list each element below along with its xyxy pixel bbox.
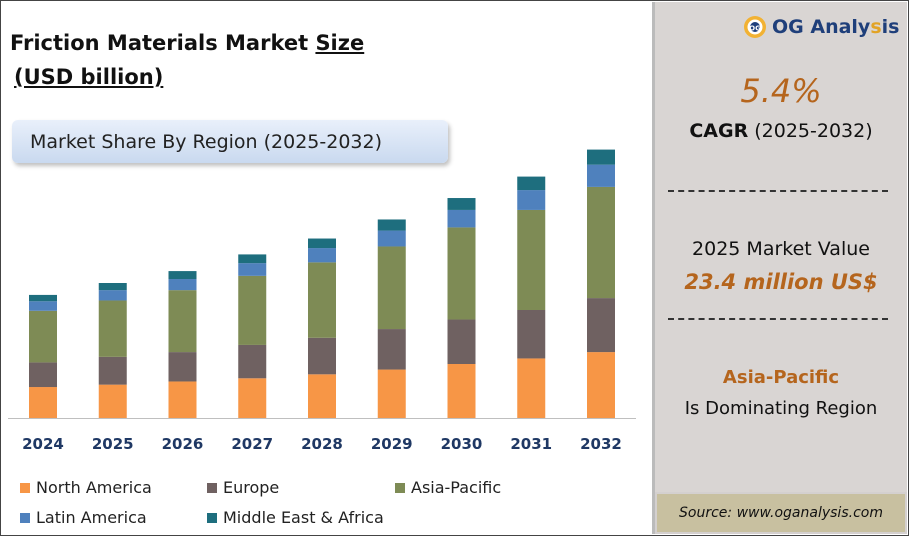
logo-text-prefix: OG Analy <box>772 16 871 38</box>
x-tick-label: 2028 <box>301 435 343 453</box>
dominating-region-label: Is Dominating Region <box>684 398 878 419</box>
chart-legend: North America Europe Asia-Pacific Latin Ame… <box>20 478 640 534</box>
bar-europe-2024 <box>29 362 57 388</box>
bar-asia-pacific-2028 <box>308 262 336 338</box>
logo-text: OG Analysis <box>772 16 899 38</box>
bar-latin-america-2028 <box>308 248 336 263</box>
bar-middle-east-africa-2032 <box>587 149 615 165</box>
legend-item-asia-pacific: Asia-Pacific <box>395 478 501 497</box>
og-analysis-logo: OG OG Analysis <box>742 14 899 40</box>
legend-label: North America <box>36 478 152 497</box>
chart-subtitle: Market Share By Region (2025-2032) <box>30 131 383 153</box>
bar-europe-2026 <box>168 352 197 382</box>
legend-item-latin-america: Latin America <box>20 508 147 527</box>
bar-europe-2032 <box>587 298 615 353</box>
bar-middle-east-africa-2024 <box>29 294 57 302</box>
bar-middle-east-africa-2031 <box>517 176 546 191</box>
bar-latin-america-2030 <box>447 209 476 228</box>
divider-1 <box>668 190 888 192</box>
x-tick-label: 2027 <box>231 435 273 453</box>
x-tick-label: 2030 <box>441 435 483 453</box>
cagr-label-bold: CAGR <box>689 120 749 142</box>
bar-asia-pacific-2032 <box>587 186 615 299</box>
legend-swatch <box>207 512 217 523</box>
legend-swatch <box>20 512 30 523</box>
legend-label: Europe <box>223 478 280 497</box>
x-tick-label: 2031 <box>510 435 552 453</box>
cagr-label: CAGR (2025-2032) <box>655 120 907 142</box>
legend-label: Asia-Pacific <box>411 478 502 497</box>
svg-text:OG: OG <box>749 25 761 33</box>
x-tick-label: 2025 <box>92 435 134 453</box>
legend-swatch <box>207 482 217 493</box>
title-line1-underlined: Size <box>315 31 365 55</box>
cagr-value: 5.4% <box>740 72 822 110</box>
logo-globe-icon: OG <box>744 16 766 38</box>
legend-item-europe: Europe <box>207 478 279 497</box>
bar-middle-east-africa-2027 <box>238 254 267 264</box>
bar-latin-america-2032 <box>587 164 615 187</box>
market-value-label: 2025 Market Value <box>692 238 870 260</box>
bar-asia-pacific-2031 <box>517 209 546 310</box>
bar-north-america-2032 <box>587 352 615 418</box>
bar-asia-pacific-2025 <box>98 300 127 357</box>
bar-north-america-2028 <box>308 374 336 418</box>
bar-north-america-2030 <box>447 364 476 418</box>
legend-label: Middle East & Africa <box>223 508 384 527</box>
bar-europe-2028 <box>308 337 336 375</box>
bar-north-america-2027 <box>238 378 267 418</box>
subtitle-banner <box>12 120 448 163</box>
bar-north-america-2026 <box>168 381 197 418</box>
legend-item-north-america: North America <box>20 478 152 497</box>
bar-middle-east-africa-2026 <box>168 271 197 280</box>
bar-europe-2029 <box>377 329 406 370</box>
bar-latin-america-2025 <box>98 290 127 301</box>
bar-north-america-2029 <box>377 369 406 418</box>
bar-asia-pacific-2030 <box>447 227 476 320</box>
legend-swatch <box>20 482 30 493</box>
cagr-label-rest: (2025-2032) <box>748 120 873 142</box>
x-tick-label: 2029 <box>371 435 413 453</box>
x-tick-label: 2024 <box>22 435 64 453</box>
legend-item-middle-east-africa: Middle East & Africa <box>207 508 384 527</box>
bar-latin-america-2029 <box>377 230 406 247</box>
bar-north-america-2031 <box>517 358 546 418</box>
logo-text-highlight: s <box>870 16 882 38</box>
bar-middle-east-africa-2028 <box>308 238 336 249</box>
x-tick-label: 2026 <box>162 435 204 453</box>
bar-latin-america-2024 <box>29 301 57 311</box>
bar-europe-2030 <box>447 319 476 364</box>
bar-middle-east-africa-2025 <box>98 283 127 291</box>
title-line1-prefix: Friction Materials Market <box>10 31 316 55</box>
bar-latin-america-2031 <box>517 190 546 210</box>
x-tick-label: 2032 <box>580 435 622 453</box>
bar-latin-america-2026 <box>168 279 197 291</box>
logo-text-suffix: is <box>881 16 900 38</box>
bar-europe-2027 <box>238 344 267 379</box>
legend-swatch <box>395 482 405 493</box>
bar-north-america-2025 <box>98 384 127 418</box>
bar-middle-east-africa-2030 <box>447 198 476 210</box>
market-value: 23.4 million US$ <box>684 270 878 294</box>
legend-label: Latin America <box>36 508 147 527</box>
source-box <box>657 494 905 532</box>
dominating-region: Asia-Pacific <box>722 367 840 388</box>
bar-europe-2031 <box>517 310 546 359</box>
bar-asia-pacific-2026 <box>168 290 197 353</box>
chart-title: Friction Materials Market Size (USD bill… <box>10 26 364 94</box>
summary-panel-inner <box>655 2 907 492</box>
bar-asia-pacific-2027 <box>238 275 267 345</box>
bar-middle-east-africa-2029 <box>377 219 406 231</box>
bar-north-america-2024 <box>29 387 57 418</box>
bar-latin-america-2027 <box>238 263 267 276</box>
bar-europe-2025 <box>98 356 127 385</box>
divider-2 <box>668 318 888 320</box>
title-line2: (USD billion) <box>14 65 164 89</box>
bar-asia-pacific-2029 <box>377 246 406 330</box>
stacked-bar-chart: 2024 2025 2026 2027 2028 2029 2030 2031 2032 <box>8 149 636 453</box>
source-text: Source: www.oganalysis.com <box>679 505 883 521</box>
bar-asia-pacific-2024 <box>29 310 57 363</box>
